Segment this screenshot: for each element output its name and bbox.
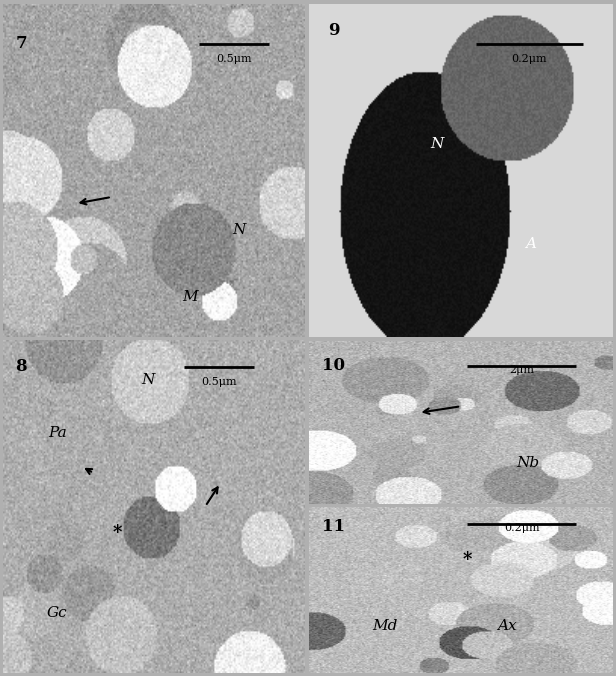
Text: 10: 10	[322, 357, 345, 375]
Text: N: N	[232, 223, 245, 237]
Text: 11: 11	[322, 518, 345, 535]
Text: *: *	[113, 524, 123, 542]
Text: Md: Md	[373, 619, 398, 633]
Text: Pa: Pa	[48, 426, 67, 440]
Text: 0.5μm: 0.5μm	[201, 377, 237, 387]
Text: A: A	[525, 237, 537, 251]
Text: N: N	[141, 373, 155, 387]
Text: 2μm: 2μm	[509, 366, 534, 375]
Text: N: N	[430, 137, 444, 151]
Text: 9: 9	[328, 22, 339, 39]
Text: 0.2μm: 0.2μm	[512, 54, 547, 64]
Text: 8: 8	[15, 358, 27, 375]
Text: 0.2μm: 0.2μm	[504, 523, 540, 533]
Text: *: *	[463, 551, 472, 569]
Text: Nb: Nb	[516, 456, 540, 470]
Text: Ax: Ax	[497, 619, 516, 633]
Text: 0.5μm: 0.5μm	[216, 54, 252, 64]
Text: 7: 7	[15, 35, 27, 53]
Text: Gc: Gc	[47, 606, 68, 620]
Text: M: M	[182, 290, 198, 304]
